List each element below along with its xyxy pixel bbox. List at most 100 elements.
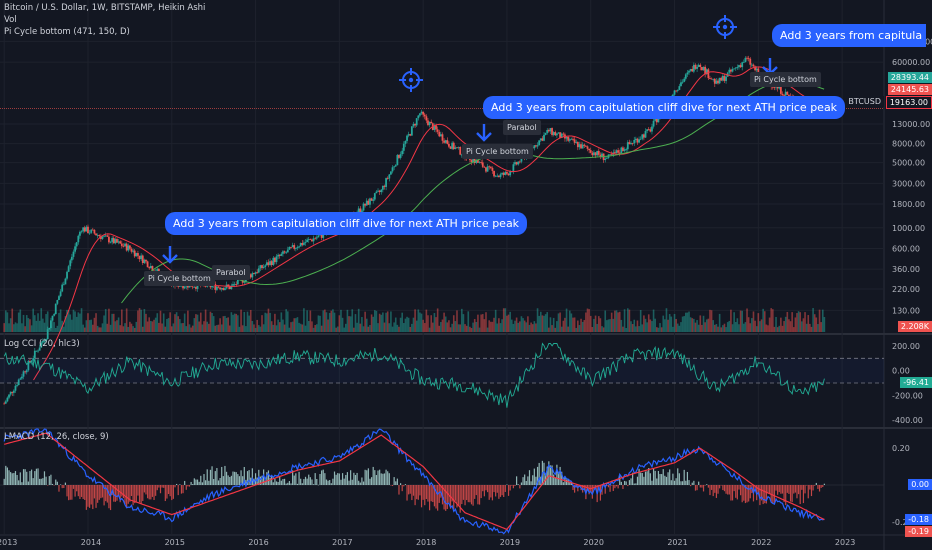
price-candle [749,58,752,65]
lmacd-histogram-bar [134,485,136,504]
ath-target-2021 [713,15,737,39]
volume-bar [602,327,605,332]
price-candle [46,329,49,340]
price-candle [420,111,423,114]
lmacd-histogram-bar [341,473,344,485]
lmacd-histogram-bar [731,485,734,501]
volume-bar [24,326,26,332]
lmacd-histogram-bar [209,469,212,485]
callout-2019[interactable]: Add 3 years from capitulation cliff dive… [483,96,846,119]
price-candle [576,141,579,148]
price-candle [414,123,416,126]
volume-bar [77,312,80,332]
price-candle [143,259,146,264]
lmacd-histogram-bar [791,485,793,503]
price-candle [573,139,576,143]
volume-bar [689,317,692,332]
volume-bar [688,311,690,332]
volume-bar [762,308,764,332]
lmacd-histogram-bar [446,485,448,509]
price-candle [33,350,36,359]
lmacd-histogram-bar [370,477,373,485]
price-candle [361,210,363,213]
volume-bar [655,327,658,332]
cci-band [0,358,884,383]
volume-bar [701,324,703,332]
lmacd-histogram-bar [48,476,50,485]
volume-bar [63,326,65,332]
volume-bar [361,317,363,332]
lmacd-histogram-bar [47,485,49,486]
lmacd-histogram-bar [530,481,532,485]
lmacd-histogram-bar [272,482,274,485]
volume-bar [9,318,12,332]
lmacd-histogram-bar [730,485,732,501]
volume-bar [635,326,637,332]
volume-bar [93,317,96,332]
lmacd-histogram-bar [412,485,415,496]
volume-bar [436,308,439,332]
volume-bar [211,312,213,332]
volume-bar [430,315,433,332]
lmacd-histogram-bar [562,482,564,485]
volume-bar [759,321,761,332]
lmacd-histogram-bar [195,479,197,485]
price-candle [402,143,405,151]
price-candle [755,68,758,71]
volume-bar [478,327,481,332]
price-candle [506,172,508,174]
time-axis-label: 2021 [667,538,687,547]
volume-bar [304,325,307,332]
lmacd-histogram-bar [221,466,223,485]
volume-bar [372,316,374,332]
lmacd-histogram-bar [780,485,782,494]
price-candle [417,115,420,119]
volume-bar [206,321,209,332]
lmacd-histogram-bar [401,485,403,492]
callout-2022[interactable]: Add 3 years from capitula [772,24,926,47]
lmacd-histogram-bar [736,485,738,500]
volume-bar [659,323,661,332]
price-candle [37,350,39,352]
volume-bar [722,325,724,332]
lmacd-histogram-bar [696,485,698,491]
price-candle [217,286,220,288]
price-tick-label: 600.00 [892,244,920,253]
lmacd-histogram-bar [380,473,382,485]
price-candle [472,158,474,163]
price-candle [294,247,297,249]
price-candle [546,129,549,134]
volume-bar [328,312,331,332]
lmacd-histogram-bar [574,485,576,493]
volume-bar [593,318,595,332]
lmacd-histogram-bar [356,472,358,485]
volume-bar [543,315,545,332]
price-candle [443,140,445,143]
volume-bar [364,311,366,332]
volume-bar [66,309,68,332]
lmacd-histogram-bar [248,470,250,485]
lmacd-histogram-bar [287,482,289,485]
price-candle [66,271,68,279]
price-tick-label: 13000.00 [892,120,930,129]
volume-bar [784,316,787,332]
callout-2015[interactable]: Add 3 years from capitulation cliff dive… [165,212,528,235]
volume-bar [614,310,616,332]
price-candle [713,78,716,84]
volume-bar [109,324,112,332]
volume-bar [177,316,180,332]
volume-bar [726,322,729,332]
volume-bar [481,314,484,332]
price-candle [359,208,362,213]
lmacd-histogram-bar [516,476,518,485]
lmacd-histogram-bar [309,477,311,485]
lmacd-histogram-bar [327,480,329,485]
lmacd-histogram-bar [59,484,62,485]
lmacd-histogram-bar [425,485,427,500]
volume-bar [807,315,810,332]
volume-bar [457,324,460,332]
volume-bar [744,322,747,332]
price-candle [538,140,541,146]
price-candle [535,145,537,147]
price-candle [267,262,270,266]
